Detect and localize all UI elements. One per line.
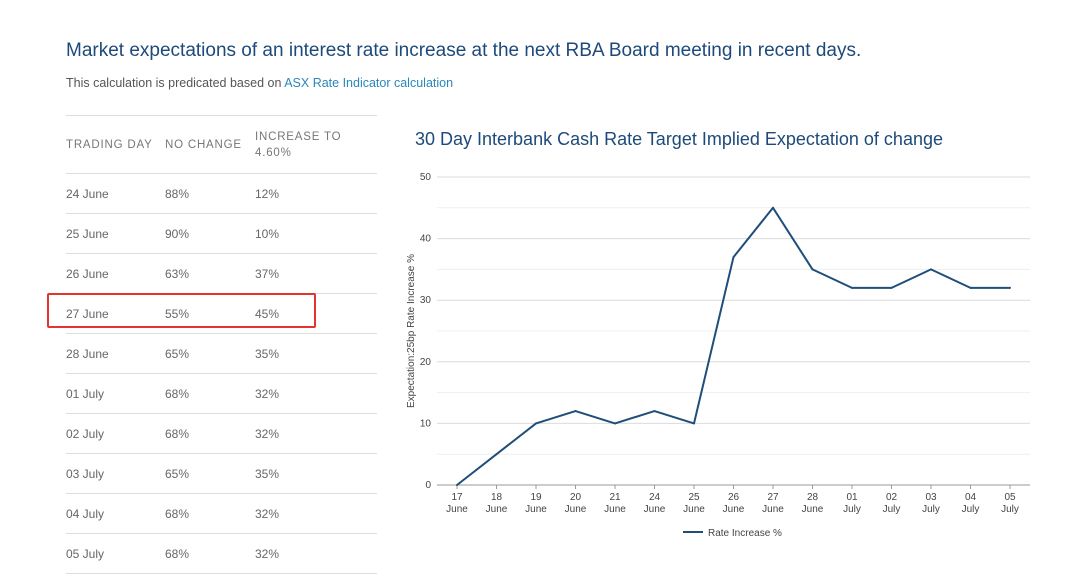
cell-no-change: 68% xyxy=(165,413,255,454)
cell-day: 28 June xyxy=(66,333,165,374)
cell-increase: 12% xyxy=(255,173,377,214)
x-tick-label: 17 June xyxy=(446,492,468,515)
cell-increase: 37% xyxy=(255,253,377,294)
legend-label: Rate Increase % xyxy=(708,528,782,539)
data-point xyxy=(930,268,932,271)
chart-title: 30 Day Interbank Cash Rate Target Implie… xyxy=(415,129,943,149)
y-tick-label: 20 xyxy=(420,357,432,368)
cell-day: 25 June xyxy=(66,213,165,254)
table-row: 26 June 63% 37% xyxy=(66,253,377,294)
highlight-annotation-box xyxy=(47,293,316,328)
data-point xyxy=(693,422,695,425)
cell-day: 05 July xyxy=(66,533,165,574)
x-tick-label: 01 July xyxy=(843,492,861,515)
data-point xyxy=(574,410,577,413)
data-point xyxy=(851,286,853,289)
cell-no-change: 65% xyxy=(165,333,255,374)
cell-day: 03 July xyxy=(66,453,165,494)
table-row: 28 June 65% 35% xyxy=(66,333,377,374)
data-point xyxy=(653,410,656,413)
header-no-change: NO CHANGE xyxy=(165,115,255,174)
y-tick-label: 50 xyxy=(420,172,432,183)
table-row: 04 July 68% 32% xyxy=(66,493,377,534)
data-point xyxy=(614,422,616,425)
cell-day: 01 July xyxy=(66,373,165,414)
table-row: 05 July 68% 32% xyxy=(66,533,377,574)
data-point xyxy=(1009,286,1011,289)
x-tick-label: 04 July xyxy=(962,492,980,515)
cell-increase: 32% xyxy=(255,413,377,454)
cell-no-change: 88% xyxy=(165,173,255,214)
cell-increase: 10% xyxy=(255,213,377,254)
cell-day: 24 June xyxy=(66,173,165,214)
x-tick-label: 18 June xyxy=(486,492,508,515)
series-line xyxy=(456,206,1010,486)
cell-no-change: 68% xyxy=(165,533,255,574)
x-tick-label: 20 June xyxy=(565,492,587,515)
cell-increase: 32% xyxy=(255,533,377,574)
subtitle-text: This calculation is predicated based on xyxy=(66,76,285,90)
line-chart: 30 Day Interbank Cash Rate Target Implie… xyxy=(400,115,1060,555)
data-point xyxy=(456,484,458,486)
table-row: 24 June 88% 12% xyxy=(66,173,377,214)
page-title: Market expectations of an interest rate … xyxy=(66,40,862,61)
cell-day: 26 June xyxy=(66,253,165,294)
rate-expectation-table: TRADING DAY NO CHANGE INCREASE TO 4.60% … xyxy=(66,115,377,574)
table-row: 03 July 65% 35% xyxy=(66,453,377,494)
cell-increase: 35% xyxy=(255,453,377,494)
x-tick-label: 21 June xyxy=(604,492,626,515)
table-row: 25 June 90% 10% xyxy=(66,213,377,254)
cell-no-change: 65% xyxy=(165,453,255,494)
x-tick-label: 03 July xyxy=(922,492,940,515)
cell-increase: 32% xyxy=(255,373,377,414)
y-tick-label: 40 xyxy=(420,234,432,245)
header-trading-day: TRADING DAY xyxy=(66,115,165,174)
table-row: 01 July 68% 32% xyxy=(66,373,377,414)
data-point xyxy=(890,286,893,289)
table-header-row: TRADING DAY NO CHANGE INCREASE TO 4.60% xyxy=(66,115,377,174)
x-tick-label: 24 June xyxy=(644,492,666,515)
data-point xyxy=(495,453,498,456)
table-row: 02 July 68% 32% xyxy=(66,413,377,454)
data-point xyxy=(969,286,972,289)
x-tick-label: 27 June xyxy=(762,492,784,515)
cell-no-change: 68% xyxy=(165,493,255,534)
data-point xyxy=(732,256,735,259)
cell-increase: 32% xyxy=(255,493,377,534)
cell-day: 02 July xyxy=(66,413,165,454)
data-point xyxy=(811,268,814,271)
x-tick-label: 05 July xyxy=(1001,492,1019,515)
cell-no-change: 63% xyxy=(165,253,255,294)
cell-increase: 35% xyxy=(255,333,377,374)
data-point xyxy=(535,422,537,425)
data-point xyxy=(772,206,774,209)
y-axis-label: Expectation:25bp Rate Increase % xyxy=(406,254,417,408)
x-tick-label: 28 June xyxy=(802,492,824,515)
header-increase: INCREASE TO 4.60% xyxy=(255,115,377,174)
x-tick-label: 19 June xyxy=(525,492,547,515)
x-tick-label: 26 June xyxy=(723,492,745,515)
cell-no-change: 68% xyxy=(165,373,255,414)
x-tick-label: 25 June xyxy=(683,492,705,515)
x-tick-label: 02 July xyxy=(883,492,901,515)
y-tick-label: 10 xyxy=(420,418,432,429)
chart-svg: 30 Day Interbank Cash Rate Target Implie… xyxy=(406,129,1030,539)
asx-rate-indicator-link[interactable]: ASX Rate Indicator calculation xyxy=(284,76,454,90)
y-tick-label: 30 xyxy=(420,295,432,306)
cell-day: 04 July xyxy=(66,493,165,534)
y-tick-label: 0 xyxy=(425,480,431,491)
cell-no-change: 90% xyxy=(165,213,255,254)
subtitle: This calculation is predicated based on … xyxy=(66,76,453,90)
